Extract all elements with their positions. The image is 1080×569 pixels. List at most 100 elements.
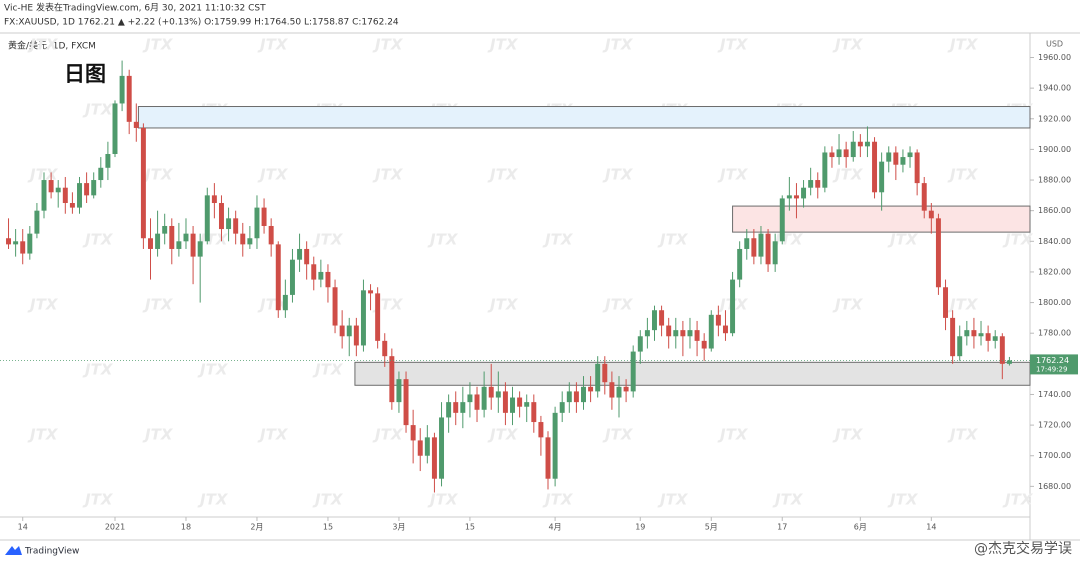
candle-body <box>573 391 579 403</box>
candle-body <box>779 198 785 242</box>
candle-body <box>396 379 402 403</box>
watermark: JTX <box>257 426 289 444</box>
candle-body <box>843 149 849 158</box>
candle-body <box>786 195 792 199</box>
candle-body <box>879 161 885 193</box>
x-tick-label: 19 <box>635 523 645 532</box>
watermark: JTX <box>372 426 404 444</box>
candle-body <box>169 225 175 249</box>
watermark: JTX <box>487 296 519 314</box>
watermark: JTX <box>427 231 459 249</box>
watermark: JTX <box>257 296 289 314</box>
candle-body <box>999 336 1005 364</box>
candle-body <box>98 167 104 181</box>
watermark: JTX <box>542 491 574 509</box>
candle-body <box>559 402 565 413</box>
candle-body <box>34 210 40 234</box>
candle-body <box>190 233 196 257</box>
y-tick-label: 1940.00 <box>1038 84 1071 93</box>
candle-body <box>943 287 949 318</box>
watermark: JTX <box>832 296 864 314</box>
x-tick-label: 15 <box>323 523 333 532</box>
candle-body <box>332 287 338 326</box>
candle-body <box>992 336 998 341</box>
candle-body <box>581 386 586 403</box>
watermark: JTX <box>312 231 344 249</box>
candle-body <box>602 363 608 383</box>
candle-body <box>240 233 246 245</box>
candle-body <box>481 386 487 410</box>
watermark: JTX <box>832 36 864 54</box>
candle-body <box>609 382 615 398</box>
watermark: JTX <box>602 426 634 444</box>
candle-body <box>886 152 892 162</box>
candle-body <box>389 356 395 403</box>
candle-body <box>197 241 203 257</box>
watermark: JTX <box>27 296 59 314</box>
candle-body <box>978 333 984 337</box>
candle-body <box>545 437 551 479</box>
candle-body <box>808 180 814 188</box>
watermark: JTX <box>257 166 289 184</box>
x-tick-label: 17 <box>777 523 787 532</box>
candle-body <box>985 333 991 341</box>
y-tick-label: 1880.00 <box>1038 176 1071 185</box>
watermark: JTX <box>947 426 979 444</box>
watermark: JTX <box>27 426 59 444</box>
candle-body <box>857 141 863 147</box>
watermark: JTX <box>947 296 979 314</box>
y-tick-label: 1720.00 <box>1038 421 1071 430</box>
watermark: JTX <box>717 166 749 184</box>
candle-body <box>907 152 913 158</box>
watermark: JTX <box>1002 491 1034 509</box>
candle-body <box>815 180 821 188</box>
candle-body <box>62 187 68 204</box>
candle-body <box>289 259 295 295</box>
candle-body <box>637 336 643 352</box>
candle-body <box>155 233 161 249</box>
candle-body <box>233 218 239 234</box>
candle-body <box>204 195 210 242</box>
y-tick-label: 1960.00 <box>1038 53 1071 62</box>
watermark: JTX <box>82 361 114 379</box>
watermark: JTX <box>772 491 804 509</box>
x-tick-label: 15 <box>465 523 475 532</box>
candle-body <box>971 330 977 337</box>
candle-body <box>275 244 281 311</box>
candle-body <box>935 218 941 288</box>
candle-body <box>864 141 870 147</box>
header-line2: FX:XAUUSD, 1D 1762.21 ▲ +2.22 (+0.13%) O… <box>4 18 399 28</box>
candle-body <box>822 152 828 188</box>
watermark: JTX <box>142 36 174 54</box>
candle-body <box>20 241 26 254</box>
annotation: 日图 <box>64 62 106 86</box>
candle-body <box>666 325 672 337</box>
candle-body <box>254 207 260 239</box>
watermark: JTX <box>832 166 864 184</box>
watermark: JTX <box>542 231 574 249</box>
candle-body <box>84 183 90 196</box>
candle-body <box>424 437 430 456</box>
watermark: JTX <box>717 36 749 54</box>
x-tick-label: 6月 <box>854 523 867 532</box>
candle-body <box>652 310 657 331</box>
x-tick-label: 3月 <box>392 523 405 532</box>
candle-body <box>872 141 878 193</box>
x-tick-label: 18 <box>181 523 191 532</box>
candle-body <box>112 103 118 154</box>
candle-body <box>722 325 728 334</box>
watermark: JTX <box>487 426 519 444</box>
candle-body <box>836 149 842 158</box>
candle-body <box>140 127 146 239</box>
candle-body <box>368 290 374 294</box>
watermark: JTX <box>372 166 404 184</box>
candle-body <box>375 293 381 341</box>
candle-body <box>914 152 920 184</box>
candle-body <box>268 225 274 245</box>
candle-body <box>644 330 650 337</box>
candle-body <box>27 233 33 254</box>
candle-body <box>460 402 466 413</box>
candle-body <box>708 314 714 349</box>
candle-body <box>339 325 345 337</box>
candle-body <box>105 154 111 168</box>
